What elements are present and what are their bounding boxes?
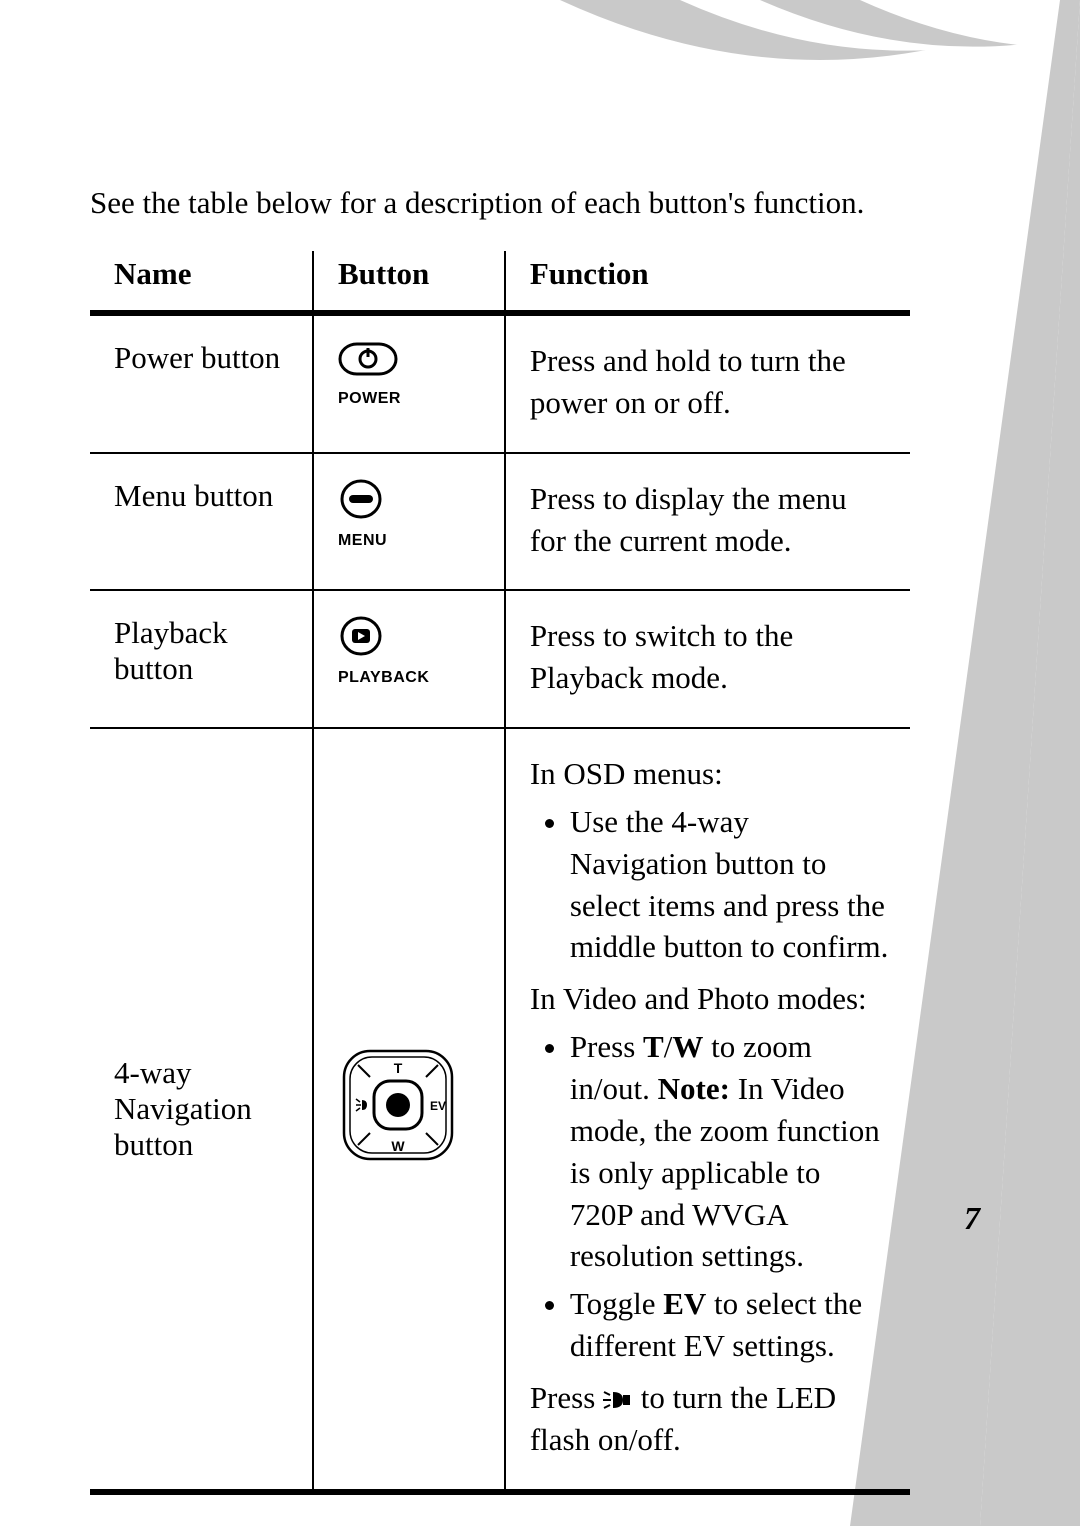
nav-section2-title: In Video and Photo modes: — [530, 978, 890, 1020]
menu-icon — [338, 478, 384, 520]
cell-function: Press to display the menu for the curren… — [505, 453, 910, 591]
function-text: Press to switch to the Playback mode. — [530, 615, 890, 699]
bold: W — [672, 1029, 703, 1064]
function-text: Press and hold to turn the power on or o… — [530, 340, 890, 424]
cell-function: Press to switch to the Playback mode. — [505, 590, 910, 728]
table-header-row: Name Button Function — [90, 251, 910, 313]
intro-text: See the table below for a description of… — [90, 185, 990, 221]
svg-text:W: W — [391, 1138, 405, 1154]
txt: Press — [530, 1380, 603, 1415]
svg-text:EV: EV — [430, 1099, 446, 1113]
nav-bullet-1: Use the 4-way Navigation button to selec… — [570, 801, 890, 968]
nav-led-line: Press to turn the LED flash on/off. — [530, 1377, 890, 1461]
corner-arc-decoration — [560, 0, 1080, 130]
led-icon — [603, 1389, 633, 1411]
cell-name: Power button — [90, 313, 313, 453]
cell-function: Press and hold to turn the power on or o… — [505, 313, 910, 453]
svg-text:T: T — [394, 1060, 403, 1076]
page-number: 7 — [964, 1200, 980, 1237]
nav-icon: T W EV — [338, 1045, 458, 1165]
power-icon — [338, 340, 398, 378]
nav-bullet-2: Press T/W to zoom in/out. Note: In Video… — [570, 1026, 890, 1277]
cell-button: PLAYBACK — [313, 590, 505, 728]
cell-name: Menu button — [90, 453, 313, 591]
table-row: 4-way Navigation button T — [90, 728, 910, 1492]
table-row: Playback button PLAYBACK Press to switch… — [90, 590, 910, 728]
col-header-function: Function — [505, 251, 910, 313]
cell-button: POWER — [313, 313, 505, 453]
col-header-name: Name — [90, 251, 313, 313]
table-row: Menu button MENU Press to display the me… — [90, 453, 910, 591]
bold: T — [643, 1029, 664, 1064]
page-content: See the table below for a description of… — [90, 185, 990, 1495]
function-text: Press to display the menu for the curren… — [530, 478, 890, 562]
nav-section1-title: In OSD menus: — [530, 753, 890, 795]
col-header-button: Button — [313, 251, 505, 313]
button-label: POWER — [338, 390, 484, 408]
cell-button: T W EV — [313, 728, 505, 1492]
buttons-table: Name Button Function Power button — [90, 251, 910, 1495]
bold: Note: — [658, 1071, 730, 1106]
table-row: Power button POWER Press and hold to tur… — [90, 313, 910, 453]
button-label: MENU — [338, 532, 484, 550]
nav-bullet-3: Toggle EV to select the different EV set… — [570, 1283, 890, 1367]
cell-name: 4-way Navigation button — [90, 728, 313, 1492]
playback-icon — [338, 615, 384, 657]
txt: Toggle — [570, 1286, 663, 1321]
button-label: PLAYBACK — [338, 669, 484, 687]
cell-name: Playback button — [90, 590, 313, 728]
txt: Press — [570, 1029, 643, 1064]
cell-button: MENU — [313, 453, 505, 591]
cell-function: In OSD menus: Use the 4-way Navigation b… — [505, 728, 910, 1492]
bold: EV — [663, 1286, 706, 1321]
